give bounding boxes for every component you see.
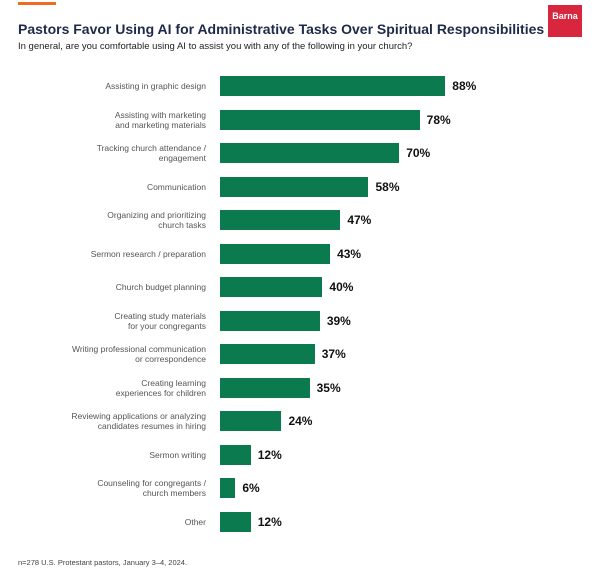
bar — [220, 277, 323, 297]
bar — [220, 76, 446, 96]
accent-line — [18, 2, 56, 5]
value-label: 47% — [347, 213, 372, 227]
value-label: 24% — [288, 414, 313, 428]
category-label: Counseling for congregants / church memb… — [97, 478, 206, 498]
bar — [220, 109, 420, 130]
value-label: 43% — [337, 246, 362, 261]
bar — [220, 511, 251, 532]
category-label: Sermon writing — [149, 449, 206, 460]
footnote: n=278 U.S. Protestant pastors, January 3… — [18, 558, 188, 567]
category-label: Tracking church attendance / engagement — [96, 143, 206, 163]
value-label: 88% — [452, 79, 477, 93]
bar — [220, 310, 320, 331]
category-label: Assisting in graphic design — [105, 81, 206, 91]
value-label: 78% — [426, 112, 451, 127]
bar — [220, 478, 236, 498]
category-label: Creating learning experiences for childr… — [115, 377, 206, 398]
category-label: Church budget planning — [115, 282, 206, 292]
bar — [220, 344, 315, 364]
category-label: Organizing and prioritizing church tasks — [107, 210, 206, 230]
value-label: 37% — [321, 347, 346, 361]
category-label: Creating study materials for your congre… — [114, 310, 206, 331]
bar — [220, 243, 331, 264]
chart-subtitle: In general, are you comfortable using AI… — [18, 41, 413, 52]
category-label: Communication — [146, 181, 206, 192]
value-label: 58% — [375, 179, 400, 194]
value-label: 6% — [242, 481, 260, 495]
bar — [220, 411, 282, 431]
bar — [220, 176, 369, 197]
logo: Barna — [548, 5, 582, 37]
value-label: 70% — [406, 146, 431, 160]
category-label: Reviewing applications or analyzing cand… — [71, 411, 206, 431]
bar — [220, 143, 400, 163]
category-label: Other — [184, 516, 206, 527]
bar — [220, 377, 310, 398]
value-label: 40% — [329, 280, 354, 294]
bar — [220, 444, 251, 465]
value-label: 12% — [257, 514, 282, 529]
bar — [220, 210, 341, 230]
category-label: Sermon research / preparation — [90, 248, 206, 259]
chart-title: Pastors Favor Using AI for Administrativ… — [18, 21, 545, 37]
category-label: Writing professional communication or co… — [71, 344, 206, 364]
value-label: 12% — [257, 447, 282, 462]
value-label: 35% — [316, 380, 341, 395]
category-label: Assisting with marketing and marketing m… — [114, 109, 206, 130]
value-label: 39% — [326, 313, 351, 328]
